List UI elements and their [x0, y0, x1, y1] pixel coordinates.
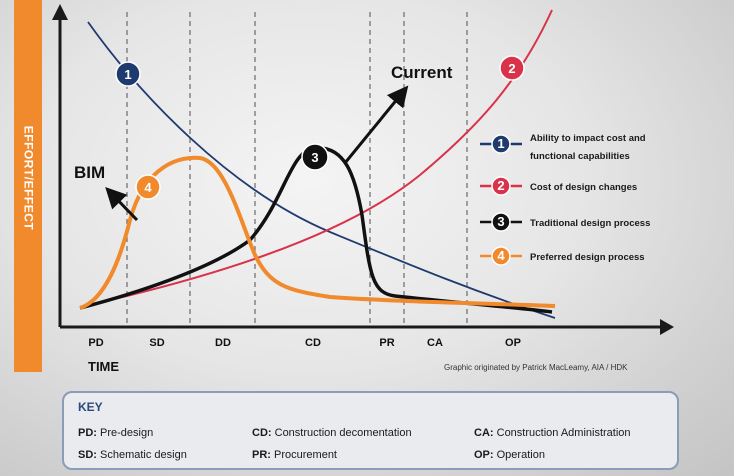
legend-2-text: Cost of design changes — [530, 182, 637, 193]
legend-1-number: 1 — [497, 136, 504, 151]
phase-label-op: OP — [505, 337, 521, 349]
current-arrow — [343, 85, 409, 164]
current-label: Current — [391, 63, 453, 82]
marker-4-number: 4 — [144, 180, 152, 195]
legend-2-number: 2 — [497, 178, 504, 193]
legend-3-number: 3 — [497, 214, 504, 229]
marker-2-number: 2 — [508, 61, 515, 76]
key-entry-op: OP: Operation — [474, 449, 545, 461]
marker-4: 4 — [135, 174, 161, 200]
phase-dividers — [126, 12, 468, 327]
x-axis-arrowhead — [660, 319, 674, 335]
legend-1-text: Ability to impact cost and functional ca… — [530, 133, 648, 162]
legend-4-number: 4 — [497, 248, 505, 263]
x-axis-label: TIME — [88, 359, 119, 374]
marker-1: 1 — [115, 61, 141, 87]
phase-label-sd: SD — [149, 337, 164, 349]
legend: 1 Ability to impact cost and functional … — [480, 133, 650, 266]
legend-item-3: 3 Traditional design process — [480, 212, 650, 232]
key-entry-pd: PD: Pre-design — [78, 427, 154, 439]
phase-label-cd: CD — [305, 337, 321, 349]
marker-1-number: 1 — [124, 67, 131, 82]
bim-arrow — [105, 186, 139, 222]
legend-3-text: Traditional design process — [530, 218, 650, 229]
key-entry-pr: PR: Procurement — [252, 449, 337, 461]
macleamy-curve-diagram: 1 2 3 4 BIM Current 1 Ability to impact … — [52, 4, 674, 374]
legend-4-text: Preferred design process — [530, 252, 645, 263]
y-axis-arrowhead — [52, 4, 68, 20]
phase-labels: PD SD DD CD PR CA OP — [88, 337, 521, 349]
bim-label: BIM — [74, 163, 105, 182]
key-entry-sd: SD: Schematic design — [78, 449, 187, 461]
key-box: KEY PD: Pre-design SD: Schematic design … — [62, 391, 679, 470]
key-title: KEY — [78, 400, 103, 414]
key-entry-cd: CD: Construction decomentation — [252, 427, 412, 439]
phase-label-dd: DD — [215, 337, 231, 349]
curve-3-traditional-process — [79, 146, 553, 314]
marker-3: 3 — [301, 143, 329, 171]
legend-item-2: 2 Cost of design changes — [480, 176, 637, 196]
phase-label-pd: PD — [88, 337, 103, 349]
curve-4-preferred-process — [79, 155, 556, 310]
curve-1-ability-to-impact — [87, 21, 556, 319]
y-axis-label-bar — [14, 0, 42, 372]
marker-3-number: 3 — [311, 150, 318, 165]
legend-item-4: 4 Preferred design process — [480, 246, 645, 266]
phase-label-ca: CA — [427, 337, 443, 349]
phase-label-pr: PR — [379, 337, 394, 349]
key-entry-ca: CA: Construction Administration — [474, 427, 631, 439]
marker-2: 2 — [499, 55, 525, 81]
credit-text: Graphic originated by Patrick MacLeamy, … — [444, 363, 628, 372]
axes — [52, 4, 674, 335]
legend-item-1: 1 Ability to impact cost and functional … — [480, 133, 648, 162]
